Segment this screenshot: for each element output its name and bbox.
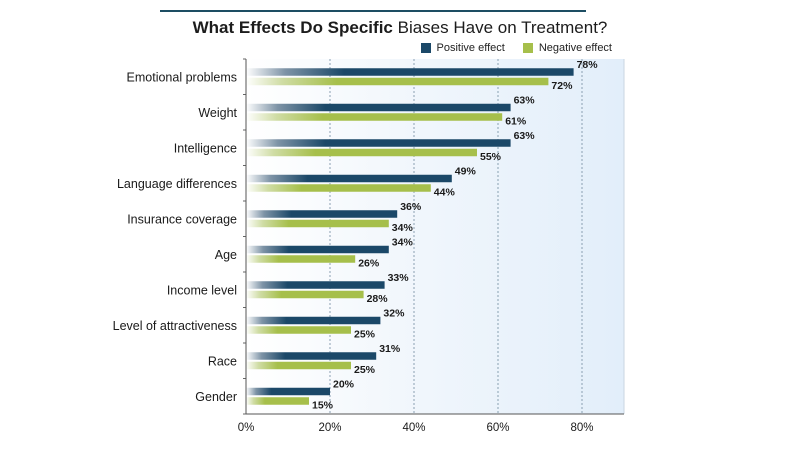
value-label-positive-8: 31% <box>379 343 401 355</box>
bar-negative-7 <box>246 326 351 334</box>
category-label-2: Intelligence <box>174 141 237 155</box>
value-label-positive-5: 34% <box>392 236 414 248</box>
value-label-negative-5: 26% <box>358 257 380 269</box>
category-label-6: Income level <box>167 283 237 297</box>
legend-swatch-negative <box>522 43 533 53</box>
value-label-negative-0: 72% <box>551 80 573 92</box>
bar-positive-6 <box>246 281 385 289</box>
category-label-0: Emotional problems <box>127 70 237 84</box>
chart-title-bold: What Effects Do Specific <box>192 18 393 37</box>
bar-positive-8 <box>246 352 377 360</box>
category-label-9: Gender <box>195 390 237 404</box>
bar-positive-7 <box>246 316 381 325</box>
category-label-7: Level of attractiveness <box>113 319 237 333</box>
chart-legend: Positive effect Negative effect <box>420 42 612 54</box>
x-tick-label-4: 80% <box>570 422 593 434</box>
chart-title: What Effects Do Specific Biases Have on … <box>0 18 800 38</box>
bar-negative-1 <box>246 113 503 121</box>
plot-background <box>246 59 624 414</box>
bar-positive-5 <box>246 245 389 254</box>
value-label-positive-9: 20% <box>333 378 355 390</box>
value-label-negative-3: 44% <box>434 186 456 198</box>
category-label-8: Race <box>208 354 237 368</box>
value-label-negative-8: 25% <box>354 364 376 376</box>
legend-label-positive: Positive effect <box>436 42 505 54</box>
bar-negative-3 <box>246 184 431 192</box>
bar-negative-8 <box>246 361 351 370</box>
x-tick-label-0: 0% <box>238 422 255 434</box>
bar-negative-4 <box>246 219 389 228</box>
value-label-positive-0: 78% <box>577 59 599 71</box>
value-label-positive-1: 63% <box>514 94 536 106</box>
bar-positive-3 <box>246 174 452 183</box>
bar-negative-2 <box>246 148 477 157</box>
bar-positive-4 <box>246 210 398 218</box>
x-tick-label-3: 60% <box>486 422 509 434</box>
bar-negative-9 <box>246 397 309 405</box>
bar-positive-9 <box>246 387 330 396</box>
category-label-1: Weight <box>198 106 237 120</box>
value-label-negative-4: 34% <box>392 222 414 234</box>
value-label-negative-2: 55% <box>480 151 502 163</box>
bar-positive-1 <box>246 103 511 112</box>
bar-positive-2 <box>246 139 511 147</box>
category-label-3: Language differences <box>117 177 237 191</box>
x-tick-label-1: 20% <box>318 422 341 434</box>
value-label-negative-9: 15% <box>312 399 334 411</box>
value-label-positive-4: 36% <box>400 201 422 213</box>
bar-positive-0 <box>246 68 574 76</box>
bar-negative-6 <box>246 290 364 299</box>
value-label-positive-6: 33% <box>388 272 410 284</box>
legend-item-negative: Negative effect <box>522 42 612 54</box>
legend-item-positive: Positive effect <box>420 42 505 54</box>
bar-negative-5 <box>246 255 356 263</box>
value-label-negative-6: 28% <box>367 293 389 305</box>
category-label-5: Age <box>215 248 237 262</box>
category-label-4: Insurance coverage <box>127 212 237 226</box>
value-label-positive-7: 32% <box>383 307 405 319</box>
title-rule <box>160 10 586 12</box>
value-label-negative-7: 25% <box>354 328 376 340</box>
legend-label-negative: Negative effect <box>538 42 612 54</box>
value-label-positive-2: 63% <box>514 130 536 142</box>
x-tick-label-2: 40% <box>402 422 425 434</box>
value-label-negative-1: 61% <box>505 115 527 127</box>
legend-swatch-positive <box>420 43 431 53</box>
chart-title-rest: Biases Have on Treatment? <box>397 18 608 37</box>
value-label-positive-3: 49% <box>455 165 477 177</box>
bar-negative-0 <box>246 77 549 86</box>
